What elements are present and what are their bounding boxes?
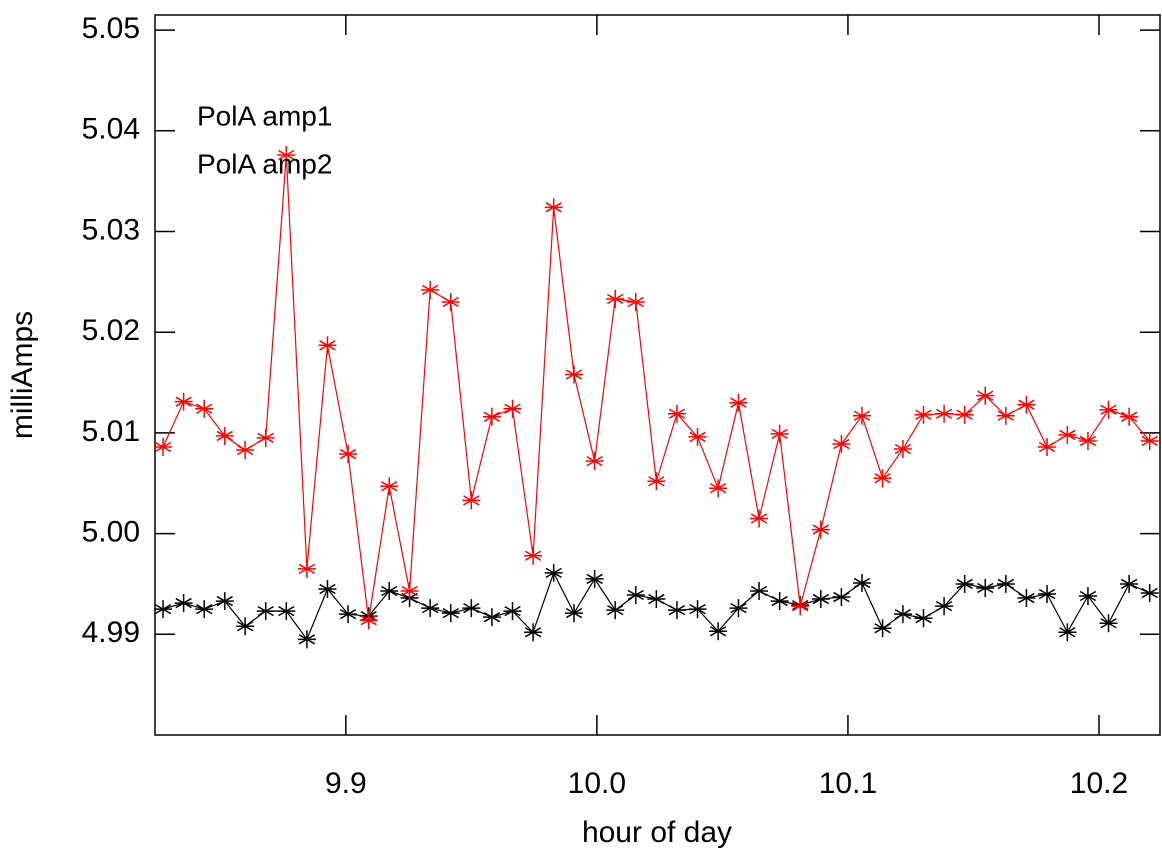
x-tick-label: 9.9 <box>325 767 367 800</box>
series-line <box>162 154 1151 621</box>
y-tick-label: 4.99 <box>82 616 140 649</box>
series-markers <box>154 145 1159 630</box>
y-tick-label: 5.03 <box>82 213 140 246</box>
y-tick-label: 5.00 <box>82 516 140 549</box>
y-tick-label: 5.01 <box>82 415 140 448</box>
x-axis-label: hour of day <box>582 816 732 849</box>
y-tick-label: 5.02 <box>82 314 140 347</box>
x-tick-label: 10.1 <box>819 767 877 800</box>
legend-entry: PolA amp1 <box>197 100 332 131</box>
y-tick-label: 5.04 <box>82 113 140 146</box>
x-tick-label: 10.2 <box>1070 767 1128 800</box>
legend-entry: PolA amp2 <box>197 148 332 179</box>
x-tick-label: 10.0 <box>568 767 626 800</box>
y-axis-label: milliAmps <box>6 311 39 439</box>
y-tick-label: 5.05 <box>82 12 140 45</box>
plot-frame <box>154 14 1161 736</box>
